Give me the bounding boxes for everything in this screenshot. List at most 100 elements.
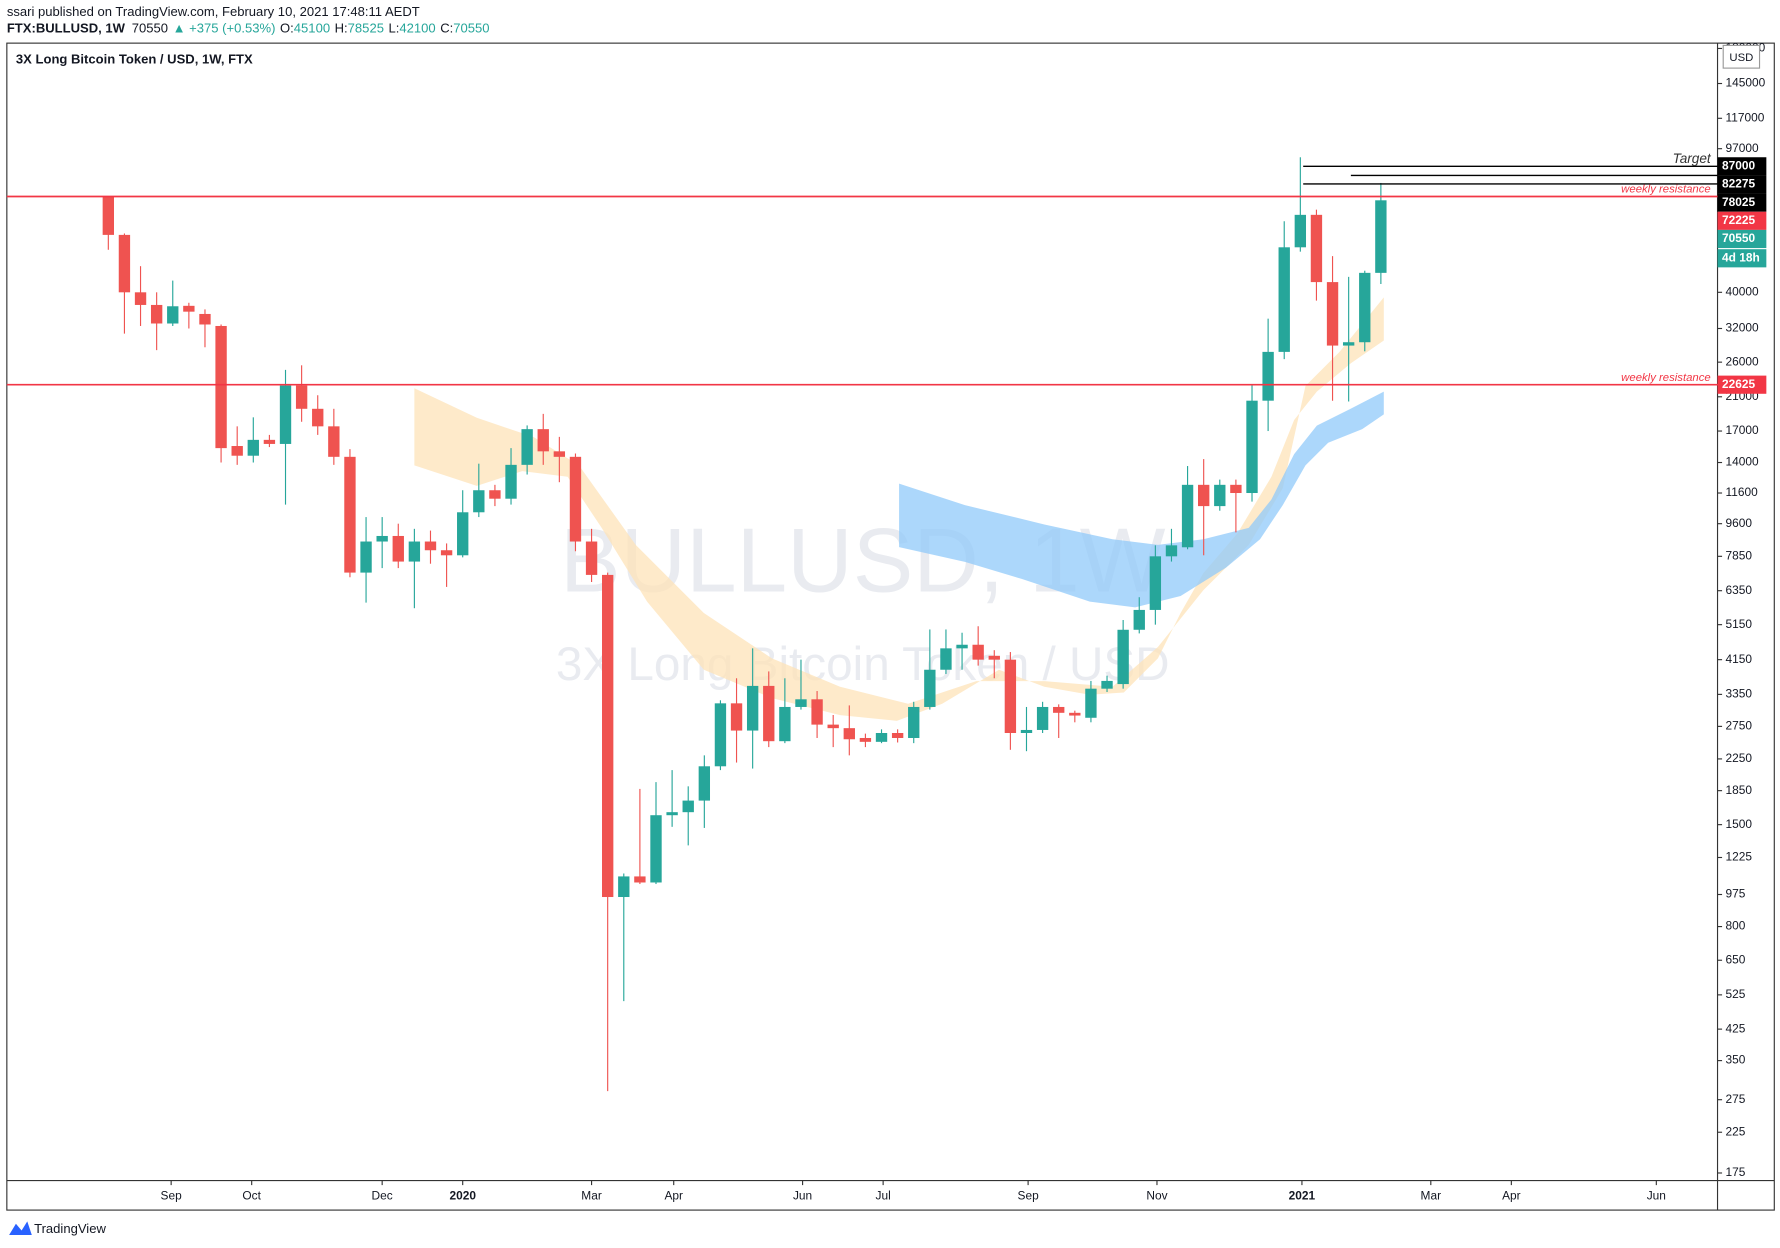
- candle-body: [1359, 272, 1371, 343]
- price-label: 78025: [1722, 195, 1755, 209]
- candle-body: [666, 812, 678, 816]
- candle-body: [843, 728, 855, 740]
- level-label: Target: [1673, 151, 1712, 166]
- candle-body: [489, 490, 501, 499]
- candle-body: [988, 655, 1000, 660]
- y-tick-label: 145000: [1725, 76, 1765, 90]
- candle-body: [1262, 351, 1274, 401]
- candle-body: [634, 876, 646, 883]
- candle-body: [440, 550, 453, 556]
- candle-body: [199, 313, 211, 325]
- y-tick-label: 2250: [1725, 751, 1752, 765]
- candle-body: [585, 541, 598, 575]
- candle-body: [730, 703, 743, 731]
- candle-body: [1053, 706, 1065, 713]
- price-label: 82275: [1722, 177, 1755, 191]
- price-label-box: [1717, 193, 1767, 212]
- candle-body: [295, 385, 308, 409]
- watermark-subtitle: 3X Long Bitcoin Token / USD: [556, 638, 1170, 691]
- x-tick-label: Apr: [1502, 1189, 1521, 1203]
- candle-body: [908, 706, 920, 738]
- chart-title: 3X Long Bitcoin Token / USD, 1W, FTX: [16, 52, 253, 67]
- low-label: L:: [389, 21, 400, 36]
- x-tick-label: Jun: [793, 1189, 812, 1203]
- candle-body: [569, 456, 582, 542]
- candle-body: [1375, 200, 1387, 273]
- candle-body: [1214, 484, 1226, 507]
- y-tick-label: 6350: [1725, 583, 1752, 597]
- y-tick-label: 350: [1725, 1053, 1745, 1067]
- y-tick-label: 32000: [1725, 321, 1758, 335]
- candle-body: [827, 724, 839, 729]
- candle-body: [134, 292, 147, 305]
- candle-body: [859, 737, 872, 742]
- candle-body: [972, 644, 984, 660]
- candle-body: [1310, 214, 1323, 283]
- x-tick-label: Oct: [242, 1189, 261, 1203]
- candle-body: [811, 699, 823, 725]
- candle-body: [1133, 609, 1145, 630]
- candle-body: [102, 197, 114, 235]
- candle-body: [150, 304, 163, 324]
- x-tick-label: Sep: [1018, 1189, 1040, 1203]
- candle-body: [1165, 545, 1178, 557]
- level-label: weekly resistance: [1621, 184, 1711, 196]
- y-tick-label: 225: [1725, 1124, 1745, 1138]
- y-tick-label: 4150: [1725, 652, 1752, 666]
- candle-body: [473, 490, 485, 513]
- candle-body: [118, 234, 131, 293]
- y-tick-label: 975: [1725, 887, 1745, 901]
- x-tick-label: Jun: [1647, 1189, 1666, 1203]
- open-label: O:: [280, 21, 294, 36]
- y-tick-label: 650: [1725, 952, 1745, 966]
- candle-body: [940, 648, 952, 670]
- price-label-box: [1717, 157, 1767, 176]
- x-tick-label: Dec: [372, 1189, 393, 1203]
- candle-body: [537, 429, 549, 452]
- y-tick-label: 97000: [1725, 141, 1758, 155]
- countdown-box: [1717, 249, 1767, 268]
- y-tick-label: 9600: [1725, 516, 1752, 530]
- candle-body: [1069, 712, 1081, 716]
- x-tick-label: Apr: [664, 1189, 683, 1203]
- candle-body: [891, 733, 904, 738]
- y-tick-label: 14000: [1725, 455, 1758, 469]
- close-label: C:: [440, 21, 453, 36]
- x-tick-label: Jul: [876, 1189, 891, 1203]
- y-tick-label: 5150: [1725, 617, 1752, 631]
- x-tick-label: 2021: [1289, 1189, 1316, 1203]
- price-label: 70550: [1722, 231, 1755, 245]
- low-value: 42100: [399, 21, 435, 36]
- candle-body: [795, 699, 807, 707]
- footer-logo: [9, 1221, 32, 1236]
- candle-body: [424, 541, 437, 551]
- y-tick-label: 1500: [1725, 817, 1752, 831]
- candle-body: [215, 325, 227, 449]
- candle-body: [875, 733, 888, 742]
- candle-body: [1036, 706, 1049, 730]
- candle-body: [1230, 484, 1242, 494]
- change: ▲ +375 (+0.53%): [173, 21, 276, 36]
- candle-body: [714, 703, 727, 767]
- candle-body: [344, 456, 356, 573]
- candle-body: [1246, 400, 1258, 494]
- candle-body: [779, 706, 791, 742]
- candle-body: [392, 535, 404, 562]
- high-label: H:: [335, 21, 348, 36]
- candle-body: [328, 426, 340, 457]
- y-tick-label: 11600: [1725, 485, 1758, 499]
- candle-body: [231, 446, 243, 456]
- plot-frame: [6, 42, 1775, 1211]
- marks: 175 225 275 350 425 525 650 800 975 1225 1500 1850 2…: [6, 41, 1767, 1203]
- price-label-box: [1717, 229, 1767, 249]
- candle-body: [521, 429, 533, 465]
- open-value: 45100: [294, 21, 330, 36]
- y-tick-label: 1850: [1725, 783, 1752, 797]
- price-label: 22625: [1722, 377, 1755, 391]
- price-label-box: [1717, 175, 1767, 194]
- candle-body: [279, 385, 292, 444]
- y-tick-label: 525: [1725, 987, 1745, 1001]
- candle-body: [457, 512, 469, 556]
- candle-body: [1020, 729, 1033, 734]
